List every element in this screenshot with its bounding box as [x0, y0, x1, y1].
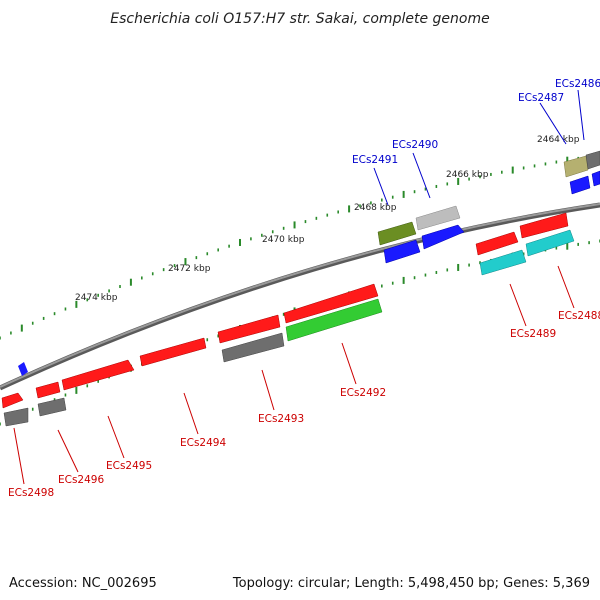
kbp-label-2464: 2464 kbp [537, 135, 580, 145]
map-title: Escherichia coli O157:H7 str. Sakai, com… [110, 11, 489, 27]
gene-label-ecs2495[interactable]: ECs2495 [106, 460, 152, 472]
gene-arrow-ecs2491-olive[interactable] [377, 221, 417, 246]
gene-arrow-ecs2493-gray[interactable] [221, 332, 285, 363]
gene-arrow-ecs2496[interactable] [35, 381, 61, 399]
gene-label-ecs2490[interactable]: ECs2490 [392, 139, 438, 151]
gene-arrow-ecs2487-khaki[interactable] [563, 155, 589, 178]
gene-features [1, 150, 600, 427]
gene-label-ecs2494[interactable]: ECs2494 [180, 437, 226, 449]
gene-label-ecs2487[interactable]: ECs2487 [518, 92, 564, 104]
gene-arrow-ecs2486-gray[interactable] [585, 150, 600, 170]
kbp-label-2466: 2466 kbp [446, 170, 489, 180]
kbp-label-2468: 2468 kbp [354, 203, 397, 213]
gene-label-ecs2486[interactable]: ECs2486 [555, 78, 600, 90]
gene-arrow-ecs2498-gray[interactable] [3, 407, 29, 427]
gene-label-ecs2493[interactable]: ECs2493 [258, 413, 304, 425]
gene-label-ecs2498[interactable]: ECs2498 [8, 487, 54, 499]
gene-arrow-ecs2486-blue[interactable] [591, 170, 600, 187]
topology-text: Topology: circular; Length: 5,498,450 bp… [232, 576, 590, 591]
gene-arrow-ecs2492-green[interactable] [285, 298, 383, 342]
kbp-label-2470: 2470 kbp [262, 235, 305, 245]
accession-text: Accession: NC_002695 [9, 576, 157, 591]
kbp-label-2472: 2472 kbp [168, 264, 211, 274]
gene-arrow-ecs2498[interactable] [1, 392, 24, 409]
genome-backbone [0, 202, 600, 391]
gene-label-ecs2492[interactable]: ECs2492 [340, 387, 386, 399]
gene-arrow-ecs2490-blue[interactable] [421, 224, 465, 250]
gene-label-ecs2491[interactable]: ECs2491 [352, 154, 398, 166]
label-leader-lines [13, 89, 585, 485]
gene-labels: ECs2498 ECs2496 ECs2495 ECs2494 ECs2493 … [8, 78, 600, 499]
gene-arrow-ecs2487-blue[interactable] [569, 175, 591, 195]
gene-arrow-ecs2488-cyan[interactable] [525, 229, 575, 257]
gene-arrow-ecs2489-cyan[interactable] [479, 249, 527, 276]
gene-arrow-ecs2491-blue[interactable] [383, 239, 421, 264]
gene-label-ecs2496[interactable]: ECs2496 [58, 474, 104, 486]
kbp-label-2474: 2474 kbp [75, 293, 118, 303]
gene-arrow-ecs2492-red[interactable] [283, 283, 379, 324]
kbp-scale-labels: 2474 kbp 2472 kbp 2470 kbp 2468 kbp 2466… [75, 135, 580, 303]
scale-ticks-upper [0, 153, 600, 340]
gene-label-ecs2488[interactable]: ECs2488 [558, 310, 600, 322]
small-blue-marker[interactable] [18, 362, 28, 376]
gene-arrow-ecs2488-red[interactable] [519, 212, 569, 239]
gene-label-ecs2489[interactable]: ECs2489 [510, 328, 556, 340]
gene-arrow-ecs2496-gray[interactable] [37, 397, 67, 417]
gene-arrow-ecs2494[interactable] [139, 337, 207, 367]
gene-arrow-ecs2493-red[interactable] [217, 314, 281, 344]
gene-arrow-ecs2495[interactable] [61, 359, 135, 391]
gene-arrow-ecs2489-red[interactable] [475, 231, 519, 256]
gene-arrow-ecs2490-gray[interactable] [415, 205, 461, 231]
